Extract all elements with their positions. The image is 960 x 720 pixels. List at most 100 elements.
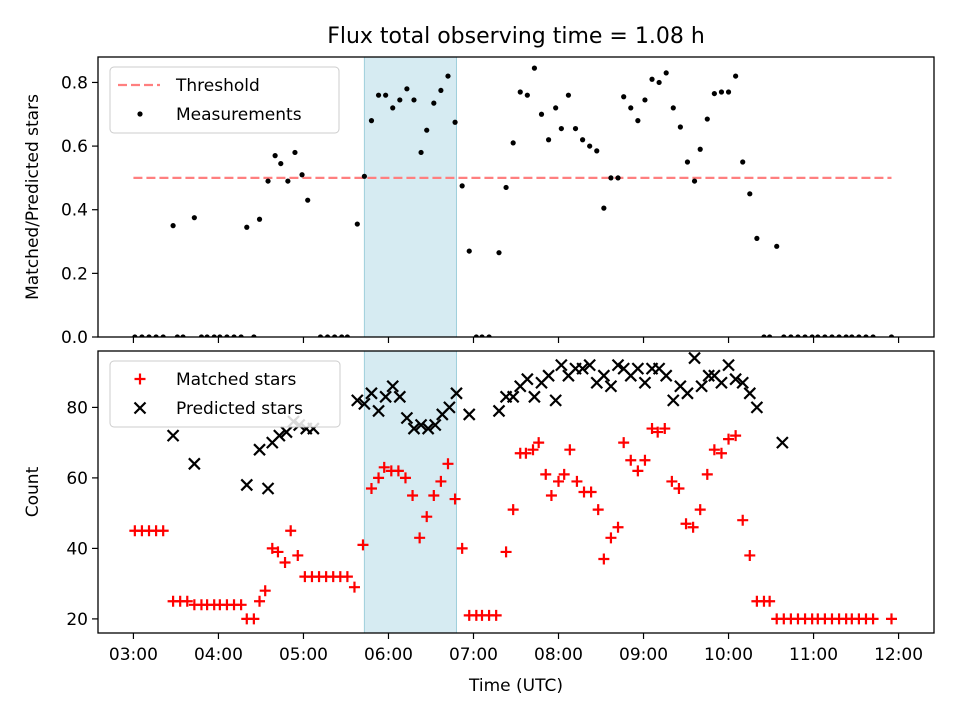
matched-stars-point xyxy=(885,613,897,625)
matched-stars-point xyxy=(341,571,353,583)
matched-stars-point xyxy=(540,468,552,480)
matched-stars-point xyxy=(730,430,742,442)
matched-stars-point xyxy=(399,472,411,484)
bottom-ytick-label: 20 xyxy=(66,610,88,630)
measurements-point xyxy=(601,205,607,211)
top-y-axis-label: Matched/Predicted stars xyxy=(23,94,43,300)
measurements-point xyxy=(565,92,572,98)
predicted-stars-legend-swatch xyxy=(133,401,147,415)
measurements-point xyxy=(635,118,641,124)
matched-stars-point xyxy=(652,426,664,438)
matched-stars-point xyxy=(248,613,260,625)
matched-stars-point xyxy=(266,542,278,554)
measurements-point xyxy=(615,175,621,181)
matched-stars-point xyxy=(553,475,565,487)
xtick-label: 12:00 xyxy=(874,645,923,665)
xtick-label: 05:00 xyxy=(279,645,328,665)
matched-stars-point xyxy=(764,595,776,607)
top-ytick-label: 0.6 xyxy=(61,137,88,157)
matched-stars-point xyxy=(421,511,433,523)
matched-stars-point xyxy=(592,504,604,516)
measurements-point xyxy=(642,97,648,103)
matched-stars-point xyxy=(365,482,377,494)
xtick-label: 11:00 xyxy=(789,645,838,665)
predicted-stars-point xyxy=(659,369,673,382)
xtick-label: 06:00 xyxy=(364,645,413,665)
measurements-point xyxy=(424,127,430,133)
predicted-stars-point xyxy=(638,376,652,390)
predicted-stars-point xyxy=(462,408,476,421)
predicted-stars-point xyxy=(729,372,742,386)
matched-stars-point xyxy=(659,423,671,435)
measurements-point xyxy=(265,178,271,184)
matched-stars-point xyxy=(259,585,271,597)
matched-stars-point xyxy=(235,599,247,611)
predicted-stars-point xyxy=(555,358,568,372)
predicted-stars-point xyxy=(273,429,286,442)
matched-stars-point xyxy=(571,475,583,487)
measurements-point xyxy=(670,105,676,111)
predicted-stars-point xyxy=(450,387,463,400)
matched-stars-point xyxy=(605,532,617,544)
predicted-stars-point xyxy=(736,376,749,390)
predicted-stars-point xyxy=(492,404,506,418)
predicted-stars-point xyxy=(261,482,275,495)
matched-stars-point xyxy=(625,454,637,466)
measurements-point xyxy=(496,250,502,256)
predicted-stars-point xyxy=(549,394,562,407)
measurements-point xyxy=(191,215,197,221)
measurements-point xyxy=(510,140,516,146)
matched-stars-point xyxy=(867,613,879,625)
bottom-ytick-label: 80 xyxy=(66,398,88,418)
measurements-point xyxy=(445,73,451,79)
measurements-point xyxy=(285,178,291,184)
measurements-point xyxy=(740,159,746,165)
xtick-label: 09:00 xyxy=(619,645,668,665)
predicted-stars-point xyxy=(414,418,428,432)
measurements-point xyxy=(278,160,284,167)
matched-stars-point xyxy=(618,437,630,449)
matched-stars-point xyxy=(392,465,404,477)
top-ytick-label: 0.2 xyxy=(61,264,88,284)
threshold-legend-label: Threshold xyxy=(175,76,260,96)
measurements-point xyxy=(272,153,278,159)
predicted-stars-point xyxy=(583,358,596,372)
figure-title: Flux total observing time = 1.08 h xyxy=(327,24,705,49)
count-panel: 20 40 60 80 03:00 04:00 05:00 06:00 07:00 08:00 09… xyxy=(23,350,935,696)
matched-stars-point xyxy=(639,454,651,466)
matched-stars-point xyxy=(687,521,699,533)
predicted-stars-point xyxy=(506,390,520,404)
xtick-label: 08:00 xyxy=(534,645,583,665)
matched-stars-point xyxy=(533,437,545,449)
matched-stars-point xyxy=(272,546,284,558)
matched-stars-point xyxy=(708,444,720,456)
matched-stars-point xyxy=(520,447,532,459)
measurements-point xyxy=(538,111,545,117)
matched-stars-point xyxy=(723,433,735,445)
measurements-point xyxy=(397,97,403,103)
measurements-point xyxy=(649,76,655,82)
measurements-point xyxy=(677,124,683,130)
predicted-stars-point xyxy=(604,379,618,393)
top-legend-box xyxy=(109,66,340,134)
measurements-point xyxy=(711,90,717,97)
predicted-stars-legend-label: Predicted stars xyxy=(176,399,303,419)
matched-stars-legend-label: Matched stars xyxy=(176,370,296,390)
predicted-stars-point xyxy=(521,372,534,386)
predicted-stars-point xyxy=(695,379,708,393)
measurements-point xyxy=(375,92,382,98)
matched-stars-point xyxy=(701,468,713,480)
predicted-stars-point xyxy=(688,351,701,365)
measurements-point xyxy=(628,105,634,111)
predicted-stars-point xyxy=(443,401,456,414)
matched-stars-point xyxy=(507,504,519,516)
measurements-point xyxy=(383,92,389,98)
predicted-stars-point xyxy=(611,358,625,372)
predicted-stars-point xyxy=(280,425,293,439)
matched-stars-point xyxy=(428,490,440,502)
predicted-stars-point xyxy=(743,387,757,400)
predicted-stars-point xyxy=(372,404,385,418)
matched-stars-point xyxy=(737,514,749,526)
predicted-stars-point xyxy=(528,390,541,404)
